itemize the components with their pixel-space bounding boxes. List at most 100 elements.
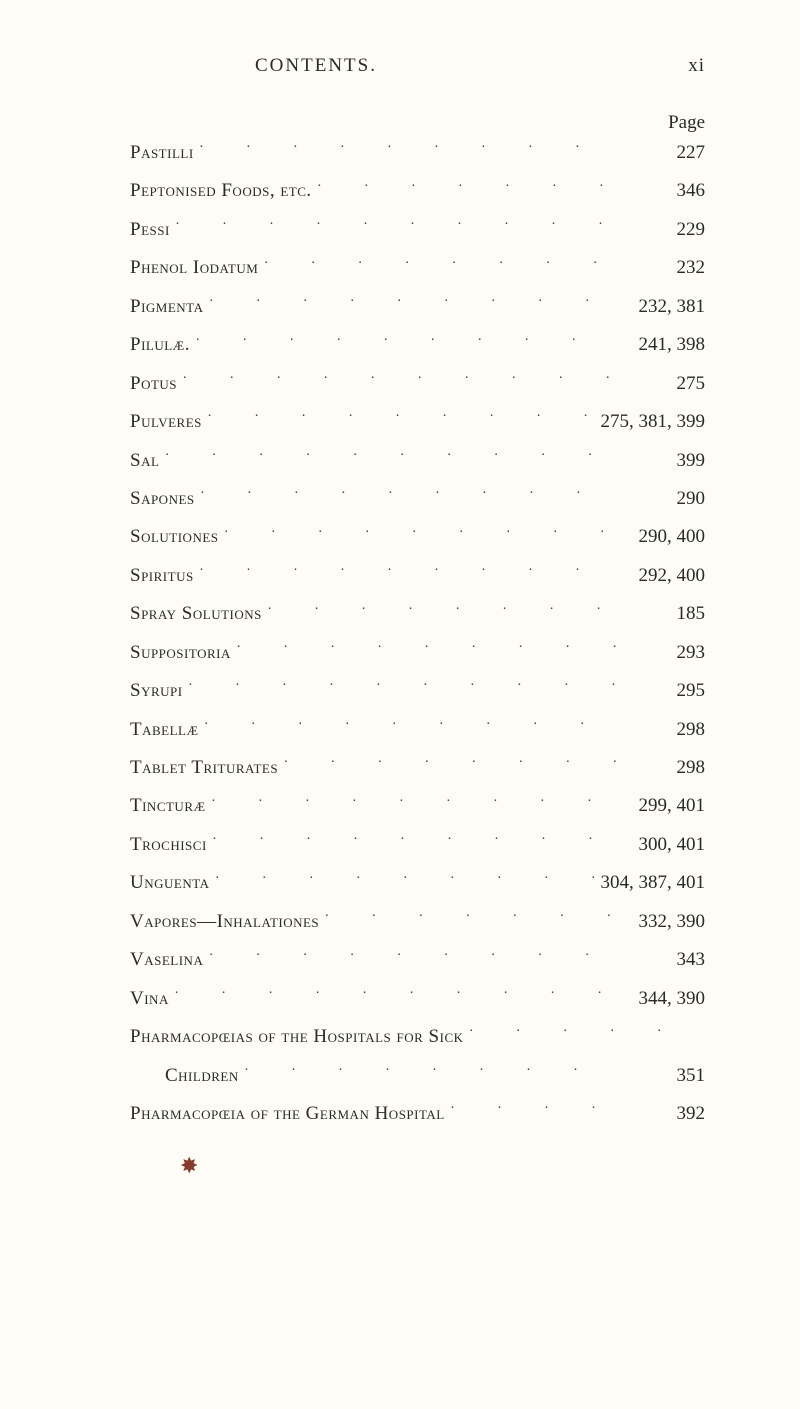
- contents-entry: Trochisci 300, 401: [130, 830, 705, 859]
- leader-dots: [268, 600, 619, 619]
- leader-dots: [213, 831, 619, 850]
- entry-label: Vaselina: [130, 945, 203, 974]
- contents-entry: Syrupi295: [130, 676, 705, 705]
- entry-label: Phenol Iodatum: [130, 253, 258, 282]
- contents-entry: Tincturæ299, 401: [130, 791, 705, 820]
- contents-entry: Phenol Iodatum 232: [130, 253, 705, 282]
- leader-dots: [200, 562, 619, 581]
- entry-page-number: 241, 398: [625, 330, 705, 359]
- leader-dots: [209, 946, 619, 965]
- leader-dots: [264, 254, 619, 273]
- entry-page-number: 185: [625, 599, 705, 628]
- entry-label: Trochisci: [130, 830, 207, 859]
- contents-entry: Unguenta 304, 387, 401: [130, 868, 705, 897]
- entry-page-number: 292, 400: [625, 561, 705, 590]
- contents-entry: Spiritus 292, 400: [130, 561, 705, 590]
- entry-label: Pharmacopœias of the Hospitals for Sick: [130, 1022, 464, 1051]
- leader-dots: [165, 447, 619, 466]
- contents-entry: Sal 399: [130, 446, 705, 475]
- leader-dots: [205, 716, 619, 735]
- entry-label: Tablet Triturates: [130, 753, 278, 782]
- contents-entry: Peptonised Foods, etc.346: [130, 176, 705, 205]
- leader-dots: [175, 985, 619, 1004]
- entry-page-number: 344, 390: [625, 984, 705, 1013]
- leader-dots: [325, 908, 619, 927]
- entry-label: Unguenta: [130, 868, 210, 897]
- entry-page-number: 343: [625, 945, 705, 974]
- contents-entry: Potus 275: [130, 369, 705, 398]
- contents-entry: Pastilli 227: [130, 138, 705, 167]
- entry-page-number: 392: [625, 1099, 705, 1128]
- leader-dots: [189, 677, 619, 696]
- contents-entry: Pigmenta232, 381: [130, 292, 705, 321]
- entry-label: Vina: [130, 984, 169, 1013]
- header-roman-numeral: xi: [688, 55, 705, 77]
- page-header: CONTENTS. xi: [130, 55, 705, 77]
- entry-label: Spray Solutions: [130, 599, 262, 628]
- contents-entry: Vina 344, 390: [130, 984, 705, 1013]
- leader-dots: [209, 293, 619, 312]
- leader-dots: [318, 177, 619, 196]
- leader-dots: [451, 1100, 619, 1119]
- entry-page-number: 351: [625, 1061, 705, 1090]
- contents-entry: Pharmacopœia of the German Hospital 392: [130, 1099, 705, 1128]
- entry-label: Pilulæ.: [130, 330, 190, 359]
- entry-page-number: 232: [625, 253, 705, 282]
- contents-entry: Tabellæ 298: [130, 715, 705, 744]
- contents-entry: Pilulæ. 241, 398: [130, 330, 705, 359]
- entry-page-number: 227: [625, 138, 705, 167]
- contents-entry: Vapores—Inhalationes 332, 390: [130, 907, 705, 936]
- contents-entry: Pulveres275, 381, 399: [130, 407, 705, 436]
- page-container: CONTENTS. xi Page Pastilli 227 Peptonised …: [0, 0, 800, 1239]
- entry-page-number: 275: [625, 369, 705, 398]
- entry-label: Potus: [130, 369, 177, 398]
- entry-label: Tincturæ: [130, 791, 206, 820]
- contents-entry: Solutiones 290, 400: [130, 522, 705, 551]
- entry-label: Pulveres: [130, 407, 202, 436]
- entry-label: Syrupi: [130, 676, 183, 705]
- entry-page-number: 229: [625, 215, 705, 244]
- leader-dots: [470, 1023, 700, 1042]
- entry-page-number: 399: [625, 446, 705, 475]
- leader-dots: [237, 639, 619, 658]
- leader-dots: [201, 485, 619, 504]
- entry-page-number: 290: [625, 484, 705, 513]
- entry-label: Vapores—Inhalationes: [130, 907, 319, 936]
- leader-dots: [200, 139, 619, 158]
- entry-label: Suppositoria: [130, 638, 231, 667]
- entry-page-number: 293: [625, 638, 705, 667]
- entry-label: Pastilli: [130, 138, 194, 167]
- contents-entry: Vaselina 343: [130, 945, 705, 974]
- leader-dots: [176, 216, 619, 235]
- entry-page-number: 332, 390: [625, 907, 705, 936]
- contents-entry: Pessi 229: [130, 215, 705, 244]
- leader-dots: [284, 754, 619, 773]
- entry-label: Solutiones: [130, 522, 219, 551]
- entry-page-number: 298: [625, 715, 705, 744]
- entry-label: Sal: [130, 446, 159, 475]
- page-column-label: Page: [130, 112, 705, 134]
- header-title: CONTENTS.: [255, 55, 377, 77]
- contents-entry: Suppositoria 293: [130, 638, 705, 667]
- contents-entry: Spray Solutions 185: [130, 599, 705, 628]
- leader-dots: [183, 370, 619, 389]
- entry-label: Children: [165, 1061, 239, 1090]
- contents-entry: Sapones 290: [130, 484, 705, 513]
- entry-page-number: 346: [625, 176, 705, 205]
- entry-page-number: 232, 381: [625, 292, 705, 321]
- entry-page-number: 300, 401: [625, 830, 705, 859]
- leader-dots: [225, 523, 619, 542]
- contents-list: Pastilli 227 Peptonised Foods, etc.346 Pess…: [130, 138, 705, 1128]
- entry-page-number: 304, 387, 401: [601, 868, 706, 897]
- entry-label: Pessi: [130, 215, 170, 244]
- entry-page-number: 290, 400: [625, 522, 705, 551]
- entry-label: Spiritus: [130, 561, 194, 590]
- entry-label: Tabellæ: [130, 715, 199, 744]
- entry-page-number: 298: [625, 753, 705, 782]
- contents-entry: Tablet Triturates 298: [130, 753, 705, 782]
- entry-label: Sapones: [130, 484, 195, 513]
- leader-dots: [216, 869, 595, 888]
- leader-dots: [245, 1062, 619, 1081]
- leader-dots: [196, 331, 619, 350]
- entry-label: Pharmacopœia of the German Hospital: [130, 1099, 445, 1128]
